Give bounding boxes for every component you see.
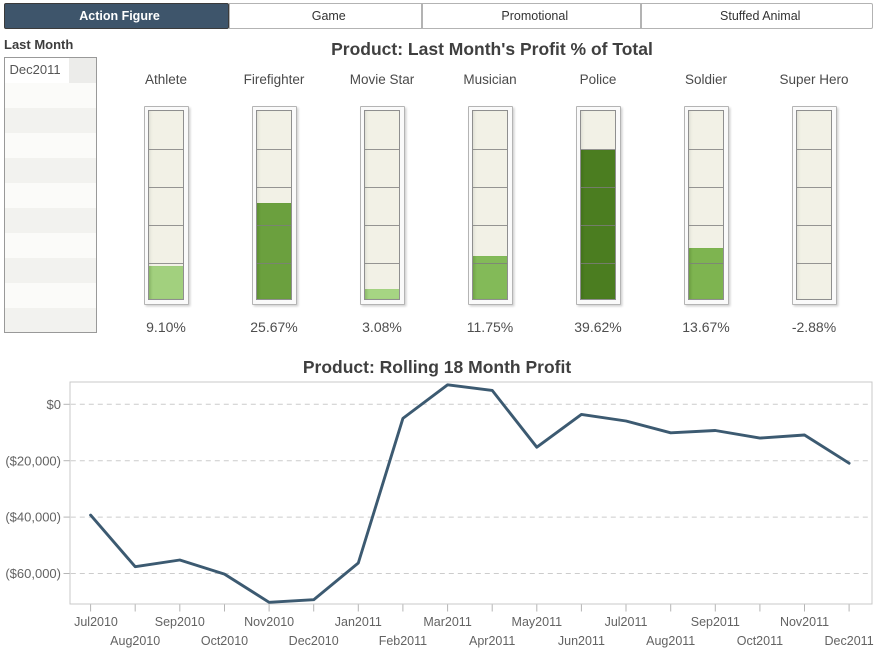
svg-text:Nov2010: Nov2010 [244, 615, 294, 629]
svg-text:Jul2010: Jul2010 [74, 615, 118, 629]
svg-text:Aug2010: Aug2010 [110, 634, 160, 648]
svg-text:Jun2011: Jun2011 [558, 634, 605, 648]
svg-text:Dec2010: Dec2010 [289, 634, 339, 648]
svg-text:Nov2011: Nov2011 [780, 615, 829, 629]
svg-text:May2011: May2011 [512, 615, 563, 629]
svg-text:Oct2010: Oct2010 [201, 634, 248, 648]
svg-text:Jan2011: Jan2011 [335, 615, 382, 629]
svg-text:Mar2011: Mar2011 [423, 615, 471, 629]
svg-text:Oct2011: Oct2011 [737, 634, 783, 648]
svg-text:$0: $0 [47, 397, 61, 412]
svg-text:Sep2010: Sep2010 [155, 615, 205, 629]
svg-text:Apr2011: Apr2011 [469, 634, 515, 648]
svg-text:($60,000): ($60,000) [5, 566, 61, 581]
svg-text:Jul2011: Jul2011 [605, 615, 648, 629]
svg-text:Sep2011: Sep2011 [691, 615, 740, 629]
svg-text:($20,000): ($20,000) [5, 453, 61, 468]
svg-text:Aug2011: Aug2011 [646, 634, 695, 648]
svg-text:Dec2011: Dec2011 [825, 634, 874, 648]
svg-text:($40,000): ($40,000) [5, 510, 61, 525]
svg-text:Feb2011: Feb2011 [379, 634, 427, 648]
